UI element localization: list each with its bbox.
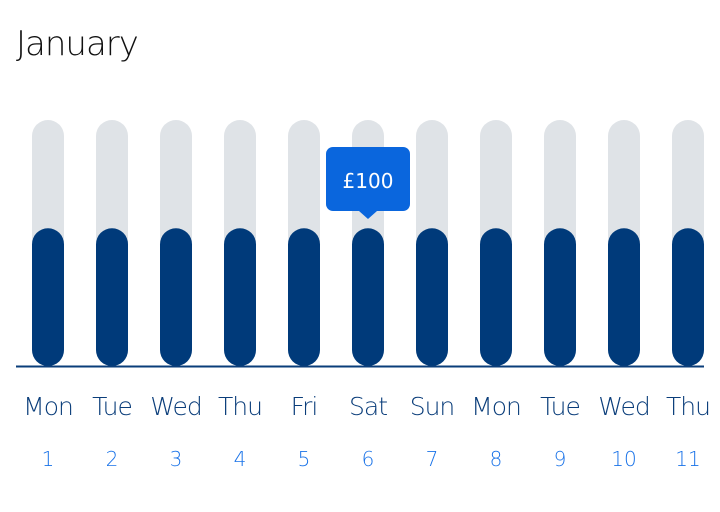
bar-5[interactable] — [288, 228, 320, 366]
bar-2[interactable] — [96, 228, 128, 366]
date-label-7: 7 — [426, 447, 439, 471]
day-label-5: Fri — [291, 392, 318, 421]
date-label-9: 9 — [554, 447, 567, 471]
bar-6[interactable] — [352, 228, 384, 366]
tooltip-pointer — [359, 211, 377, 219]
tooltip-value: £100 — [343, 169, 394, 193]
date-label-3: 3 — [170, 447, 183, 471]
day-label-6: Sat — [349, 392, 387, 421]
bar-8[interactable] — [480, 228, 512, 366]
month-title: January — [16, 24, 139, 64]
date-label-1: 1 — [42, 447, 55, 471]
bar-1[interactable] — [32, 228, 64, 366]
bar-3[interactable] — [160, 228, 192, 366]
date-label-2: 2 — [106, 447, 119, 471]
date-label-6: 6 — [362, 447, 375, 471]
bar-11[interactable] — [672, 228, 704, 366]
bar-10[interactable] — [608, 228, 640, 366]
date-label-11: 11 — [675, 447, 700, 471]
value-tooltip — [326, 147, 410, 211]
bar-4[interactable] — [224, 228, 256, 366]
date-label-10: 10 — [611, 447, 636, 471]
day-label-10: Wed — [598, 392, 650, 421]
day-label-11: Thu — [666, 392, 710, 421]
day-label-2: Tue — [92, 392, 132, 421]
bar-9[interactable] — [544, 228, 576, 366]
day-label-9: Tue — [540, 392, 580, 421]
day-label-8: Mon — [471, 392, 521, 421]
date-label-8: 8 — [490, 447, 503, 471]
date-label-5: 5 — [298, 447, 311, 471]
date-label-4: 4 — [234, 447, 247, 471]
day-label-4: Thu — [218, 392, 262, 421]
day-label-3: Wed — [150, 392, 202, 421]
day-label-7: Sun — [410, 392, 455, 421]
bar-7[interactable] — [416, 228, 448, 366]
day-label-1: Mon — [23, 392, 73, 421]
